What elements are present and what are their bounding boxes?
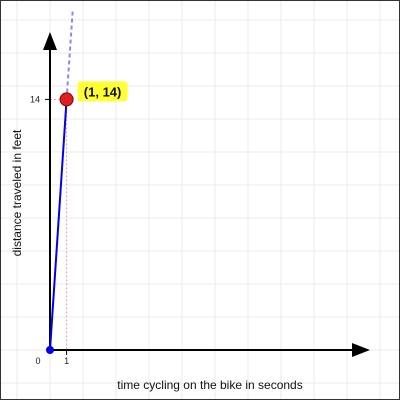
axes [43,32,370,357]
series [49,9,74,351]
points: (1, 14) [46,81,128,354]
y-tick-label: 14 [30,94,40,104]
x-axis-title: time cycling on the bike in seconds [117,378,302,392]
x-tick-label: 0 [35,356,40,366]
x-tick-label: 1 [64,356,69,366]
series-line [49,99,68,351]
point-label: (1, 14) [84,84,122,99]
tick-labels: 0 1 14 [30,94,69,366]
x-axis-arrow [352,343,370,357]
y-axis-title: distance traveled in feet [10,129,24,256]
series-line-extension [65,9,74,100]
y-axis-arrow [43,32,57,50]
start-point [46,346,54,354]
highlight-point [59,92,74,107]
point-label-background [77,81,128,102]
